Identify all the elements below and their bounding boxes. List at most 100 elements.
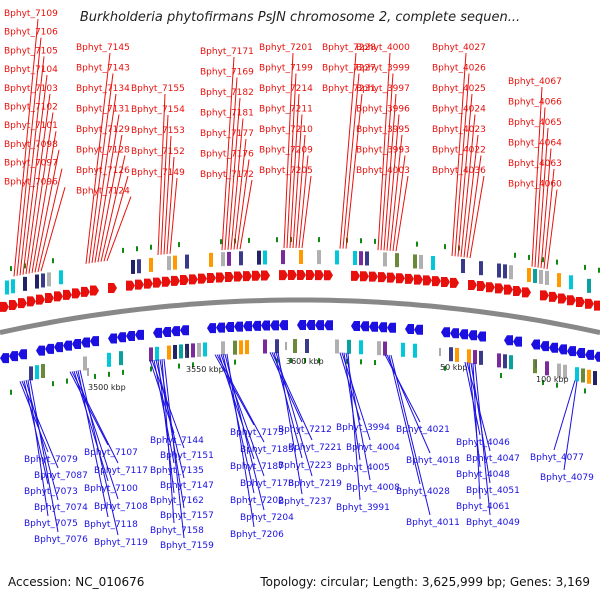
reverse-gene-leader <box>226 353 255 528</box>
forward-gene-label: Bphyt_7211 <box>259 105 313 115</box>
annotation-block <box>545 270 549 285</box>
annotation-block <box>167 345 171 360</box>
reverse-gene-arrow <box>81 337 90 348</box>
forward-gene-leader <box>94 114 120 263</box>
annotation-block <box>509 265 513 280</box>
reverse-gene-leader <box>388 354 421 485</box>
forward-gene-arrow <box>324 270 333 281</box>
forward-gene-label: Bphyt_4064 <box>508 139 562 149</box>
annotation-block <box>569 275 573 290</box>
reverse-gene-leader <box>77 370 109 518</box>
feature-tick <box>150 244 152 250</box>
annotation-block <box>563 364 567 379</box>
forward-gene-label: Bphyt_3999 <box>356 64 410 74</box>
annotation-block <box>191 343 195 358</box>
annotation-block <box>383 341 387 356</box>
annotation-block <box>107 352 111 367</box>
forward-gene-arrow <box>504 284 513 295</box>
forward-gene-label: Bphyt_7104 <box>4 65 58 75</box>
reverse-gene-leader <box>271 352 313 441</box>
forward-gene-label: Bphyt_7098 <box>4 140 58 150</box>
reverse-gene-label: Bphyt_7144 <box>150 436 204 446</box>
forward-gene-arrow <box>594 300 600 311</box>
annotation-block <box>347 339 351 354</box>
annotation-block <box>185 343 189 358</box>
reverse-gene-leader <box>216 354 265 443</box>
forward-gene-arrow <box>81 286 90 297</box>
forward-gene-arrow <box>513 286 522 297</box>
forward-gene-leader <box>230 118 244 250</box>
reverse-gene-arrow <box>135 329 144 340</box>
forward-gene-leader <box>380 73 394 251</box>
feature-tick <box>444 365 446 371</box>
forward-gene-arrow <box>585 298 594 309</box>
forward-gene-arrow <box>378 272 387 283</box>
feature-tick <box>192 362 194 368</box>
reverse-gene-label: Bphyt_7157 <box>160 511 214 521</box>
forward-gene-leader <box>377 52 391 251</box>
reverse-gene-label: Bphyt_7219 <box>288 479 342 489</box>
reverse-gene-arrow <box>117 332 126 343</box>
forward-gene-label: Bphyt_7149 <box>131 168 185 178</box>
feature-tick <box>66 378 68 384</box>
reverse-gene-arrow <box>36 345 45 356</box>
annotation-block <box>173 255 177 270</box>
forward-gene-arrow <box>252 270 261 281</box>
annotation-block <box>221 341 225 356</box>
annotation-block <box>305 339 309 354</box>
forward-gene-label: Bphyt_4065 <box>508 118 562 128</box>
annotation-block <box>467 349 471 364</box>
forward-gene-leader <box>100 155 126 262</box>
forward-gene-arrow <box>432 276 441 287</box>
annotation-block <box>41 363 45 378</box>
annotation-block <box>359 340 363 355</box>
annotation-block <box>11 279 15 294</box>
forward-gene-arrow <box>576 296 585 307</box>
reverse-gene-arrow <box>108 333 117 344</box>
forward-gene-leader <box>292 114 303 249</box>
forward-gene-leader <box>451 52 467 257</box>
forward-gene-arrow <box>63 289 72 300</box>
forward-gene-arrow <box>297 270 306 281</box>
reverse-gene-label: Bphyt_7223 <box>278 461 332 471</box>
forward-gene-arrow <box>225 271 234 282</box>
forward-gene-label: Bphyt_7124 <box>76 187 130 197</box>
annotation-block <box>353 250 357 265</box>
forward-gene-leader <box>227 97 241 250</box>
reverse-gene-arrow <box>324 320 333 331</box>
forward-gene-leader <box>546 189 558 270</box>
reverse-gene-arrow <box>243 321 252 332</box>
feature-tick <box>276 237 278 243</box>
annotation-block <box>203 342 207 357</box>
forward-gene-label: Bphyt_7205 <box>259 166 313 176</box>
reverse-gene-leader <box>27 379 49 517</box>
annotation-block <box>35 274 39 289</box>
topology-summary: Topology: circular; Length: 3,625,999 bp… <box>260 575 590 589</box>
reverse-gene-arrow <box>567 346 576 357</box>
forward-gene-arrow <box>234 271 243 282</box>
reverse-gene-arrow <box>468 330 477 341</box>
reverse-gene-label: Bphyt_7074 <box>34 503 88 513</box>
feature-tick <box>318 358 320 364</box>
reverse-gene-label: Bphyt_7178 <box>240 479 294 489</box>
annotation-block <box>527 267 531 282</box>
forward-gene-arrow <box>360 271 369 282</box>
reverse-gene-leader <box>19 381 49 453</box>
annotation-block <box>365 251 369 266</box>
forward-gene-label: Bphyt_4023 <box>432 125 486 135</box>
reverse-gene-label: Bphyt_7087 <box>34 471 88 481</box>
annotation-block <box>497 263 501 278</box>
reverse-gene-arrow <box>540 341 549 352</box>
forward-gene-arrow <box>450 277 459 288</box>
forward-gene-leader <box>457 93 473 257</box>
reverse-gene-label: Bphyt_7119 <box>94 538 148 548</box>
annotation-block <box>5 280 9 295</box>
reverse-gene-leader <box>563 380 578 471</box>
forward-gene-label: Bphyt_7154 <box>131 105 185 115</box>
reverse-gene-arrow <box>477 331 486 342</box>
forward-gene-leader <box>301 175 312 249</box>
annotation-block <box>239 340 243 355</box>
annotation-block <box>335 339 339 354</box>
forward-gene-leader <box>37 168 63 272</box>
feature-tick <box>584 388 586 394</box>
